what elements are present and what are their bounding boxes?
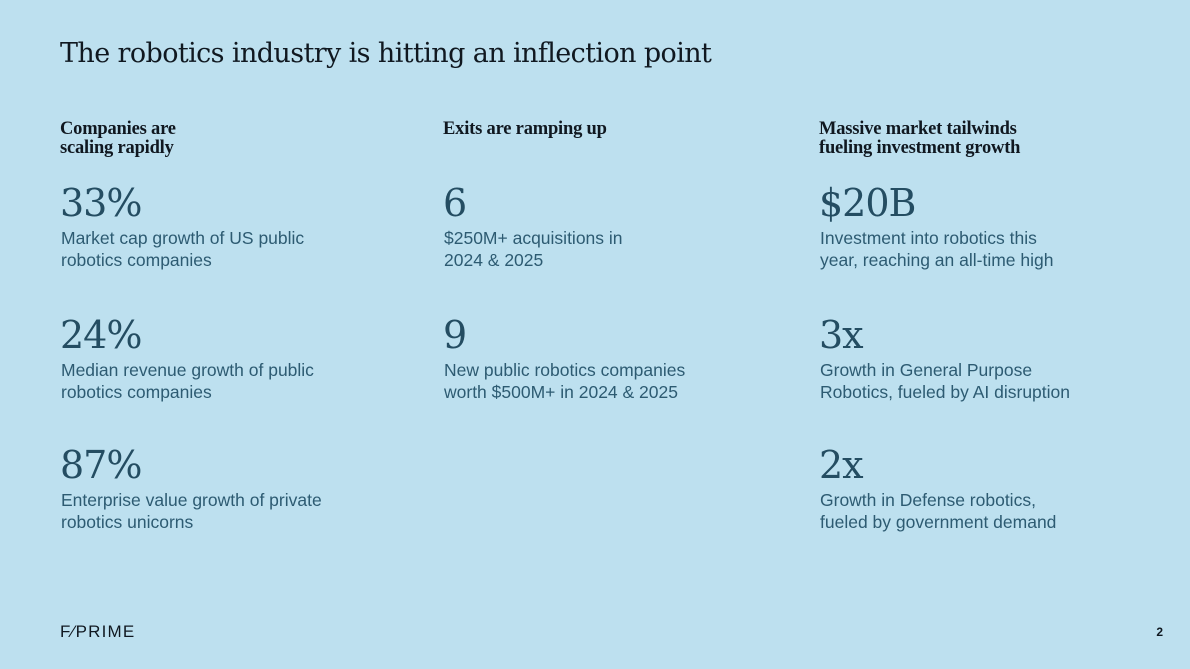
stat-description: Median revenue growth of public robotics… <box>61 360 314 402</box>
stat-value: 3x <box>819 313 864 357</box>
stat-value: 6 <box>443 181 467 225</box>
stat-value: 87% <box>60 443 142 487</box>
heading-line: Companies are <box>60 119 176 139</box>
heading-line: scaling rapidly <box>60 138 174 158</box>
stat-description: Investment into robotics this year, reac… <box>820 228 1054 270</box>
stat-description: New public robotics companies worth $500… <box>444 360 686 402</box>
stat-block: 9 New public robotics companies worth $5… <box>443 312 773 403</box>
column-heading: Companies are scaling rapidly <box>60 120 360 158</box>
stat-block: 24% Median revenue growth of public robo… <box>60 312 390 403</box>
stat-description: Growth in Defense robotics, fueled by go… <box>820 490 1057 532</box>
stat-description: Market cap growth of US public robotics … <box>61 228 305 270</box>
stat-block: 3x Growth in General Purpose Robotics, f… <box>819 312 1149 403</box>
page-number: 2 <box>1156 625 1163 639</box>
stat-value: $20B <box>819 181 916 225</box>
slide-title: The robotics industry is hitting an infl… <box>60 38 712 69</box>
stat-value: 2x <box>819 443 864 487</box>
stat-block: 6 $250M+ acquisitions in 2024 & 2025 <box>443 180 773 271</box>
stat-description: $250M+ acquisitions in 2024 & 2025 <box>444 228 623 270</box>
stat-value: 9 <box>443 313 467 357</box>
stat-block: 87% Enterprise value growth of private r… <box>60 442 390 533</box>
stat-description: Enterprise value growth of private robot… <box>61 490 322 532</box>
stat-value: 33% <box>60 181 142 225</box>
stat-block: 33% Market cap growth of US public robot… <box>60 180 390 271</box>
stat-description: Growth in General Purpose Robotics, fuel… <box>820 360 1071 402</box>
column-heading: Exits are ramping up <box>443 119 607 139</box>
stat-block: 2x Growth in Defense robotics, fueled by… <box>819 442 1149 533</box>
stat-value: 24% <box>60 313 142 357</box>
stat-block: $20B Investment into robotics this year,… <box>819 180 1149 271</box>
fprime-logo: F⁄PRIME <box>60 622 136 641</box>
column-heading: Massive market tailwinds fueling investm… <box>819 119 1021 158</box>
